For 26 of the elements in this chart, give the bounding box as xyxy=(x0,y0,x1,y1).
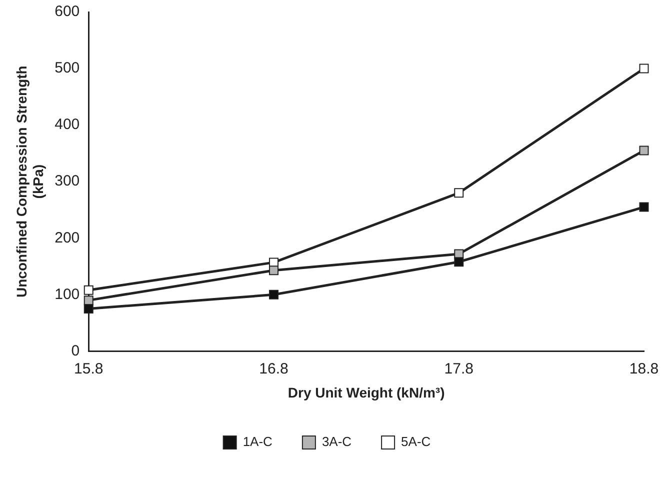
point xyxy=(269,266,278,276)
y-tick-label: 600 xyxy=(54,3,80,20)
y-tick-label: 500 xyxy=(54,60,80,77)
y-tick-label: 100 xyxy=(54,286,80,303)
y-tick-label: 400 xyxy=(54,116,80,134)
x-tick-label: 17.8 xyxy=(444,360,474,378)
point xyxy=(639,146,649,156)
y-tick-label: 0 xyxy=(71,342,80,360)
y-axis-title: Unconfined Compression Strength (kPa) xyxy=(13,66,46,298)
point xyxy=(639,64,649,74)
point xyxy=(84,285,94,295)
legend-label: 1A-C xyxy=(242,434,272,450)
x-tick-label: 18.8 xyxy=(629,360,659,378)
point xyxy=(454,257,464,267)
point xyxy=(639,202,649,212)
point xyxy=(84,296,94,306)
y-tick-label: 200 xyxy=(54,229,80,246)
x-axis-title: Dry Unit Weight (kN/m³) xyxy=(288,384,445,400)
x-tick-label: 15.8 xyxy=(74,360,104,378)
point xyxy=(454,188,464,198)
legend-label: 5A-C xyxy=(401,434,431,450)
point xyxy=(84,304,94,314)
legend-label: 3A-C xyxy=(322,434,352,450)
y-tick-label: 300 xyxy=(54,172,80,190)
x-tick-label: 16.8 xyxy=(259,360,288,378)
point xyxy=(269,290,278,300)
